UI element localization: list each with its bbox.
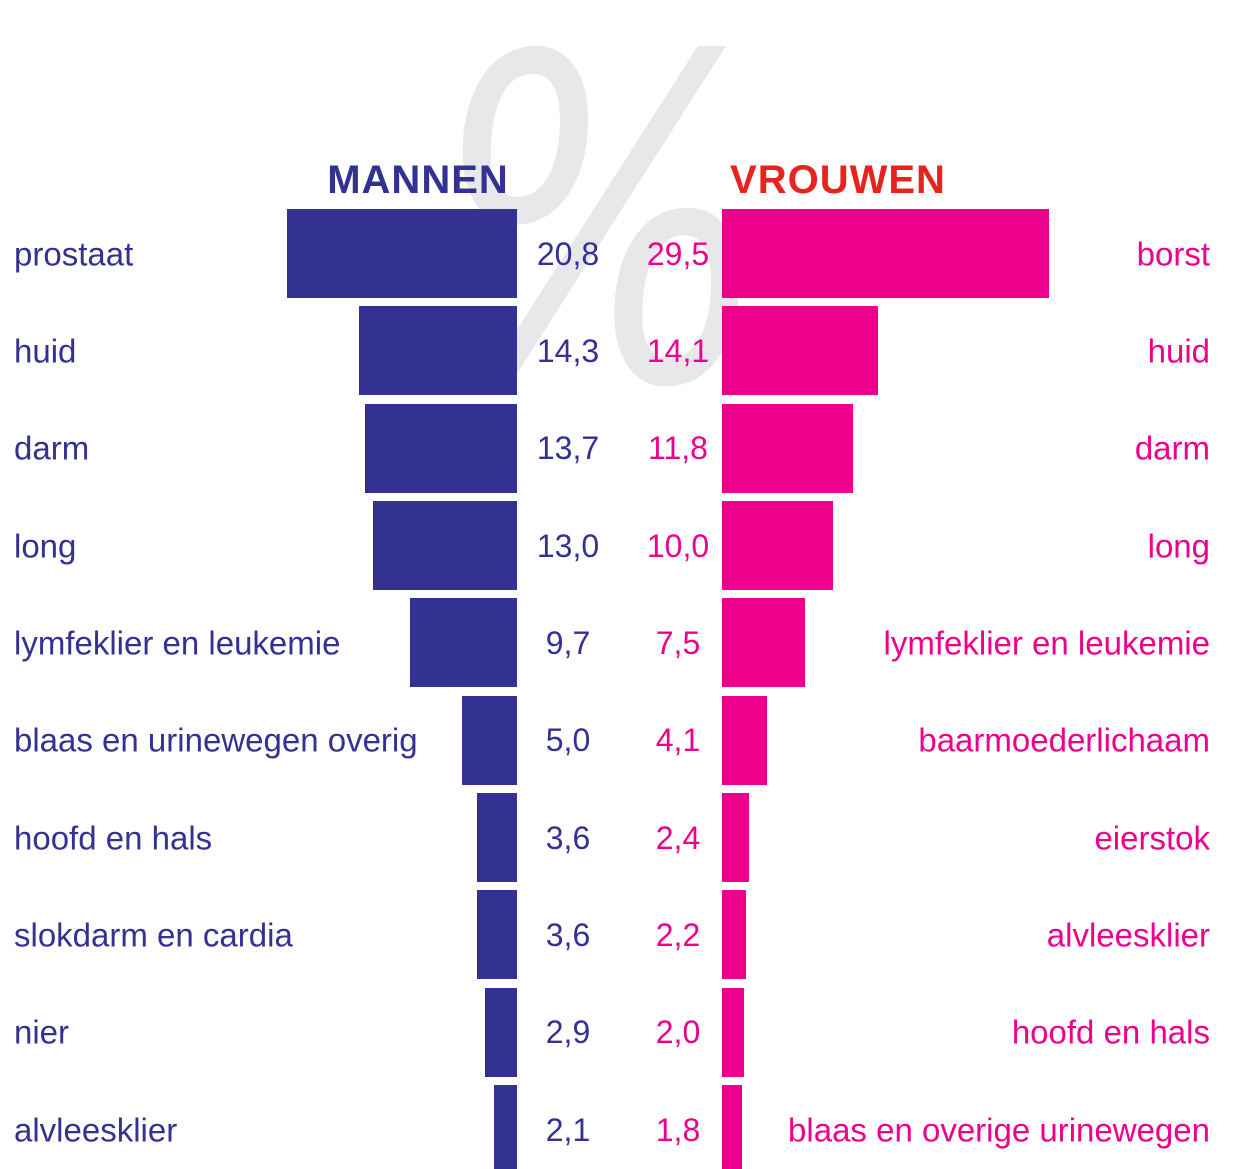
women-value-label: 2,0 bbox=[655, 1014, 701, 1051]
women-value-label: 7,5 bbox=[655, 624, 701, 661]
chart-row: hoofd en hals 3,6 2,4 eierstok bbox=[0, 793, 1250, 883]
men-value-label: 13,7 bbox=[536, 430, 600, 467]
women-bar bbox=[722, 403, 853, 493]
women-bar bbox=[722, 306, 878, 396]
men-bar bbox=[410, 598, 517, 688]
women-value-label: 4,1 bbox=[655, 722, 701, 759]
men-category-label: nier bbox=[14, 1013, 70, 1051]
women-bar bbox=[722, 1085, 742, 1169]
men-value-label: 2,9 bbox=[545, 1014, 591, 1051]
women-category-label: darm bbox=[1134, 429, 1210, 467]
women-category-label: borst bbox=[1136, 235, 1210, 272]
women-value-label: 14,1 bbox=[646, 332, 710, 369]
men-bar bbox=[494, 1085, 517, 1169]
chart-row: huid 14,3 14,1 huid bbox=[0, 306, 1250, 396]
chart-row: nier 2,9 2,0 hoofd en hals bbox=[0, 987, 1250, 1077]
chart-row: darm 13,7 11,8 darm bbox=[0, 403, 1250, 493]
women-value-label: 10,0 bbox=[646, 527, 710, 564]
women-category-label: eierstok bbox=[1094, 819, 1210, 857]
chart-row: prostaat 20,8 29,5 borst bbox=[0, 209, 1250, 298]
women-category-label: lymfeklier en leukemie bbox=[883, 624, 1210, 662]
men-value-label: 2,1 bbox=[545, 1111, 591, 1148]
men-bar bbox=[477, 793, 517, 883]
men-bar bbox=[477, 890, 517, 980]
women-bar bbox=[722, 890, 746, 980]
men-bar bbox=[365, 403, 517, 493]
women-bar bbox=[722, 793, 749, 883]
women-bar bbox=[722, 695, 767, 785]
women-category-label: long bbox=[1147, 527, 1210, 564]
men-bar bbox=[462, 695, 517, 785]
women-value-label: 2,2 bbox=[655, 916, 701, 953]
men-category-label: huid bbox=[14, 332, 77, 370]
women-bar bbox=[722, 209, 1049, 298]
men-value-label: 9,7 bbox=[545, 624, 591, 661]
women-category-label: baarmoederlichaam bbox=[918, 721, 1210, 759]
chart-row: blaas en urinewegen overig 5,0 4,1 baarmoed… bbox=[0, 695, 1250, 785]
women-value-label: 1,8 bbox=[655, 1111, 701, 1148]
men-category-label: hoofd en hals bbox=[14, 819, 213, 857]
men-column-header: MANNEN bbox=[327, 158, 509, 202]
women-bar bbox=[722, 501, 833, 590]
women-bar bbox=[722, 598, 805, 688]
women-category-label: blaas en overige urinewegen bbox=[788, 1111, 1210, 1149]
men-bar bbox=[373, 501, 517, 590]
women-category-label: hoofd en hals bbox=[1011, 1013, 1210, 1051]
women-column-header: VROUWEN bbox=[730, 158, 946, 202]
men-category-label: darm bbox=[14, 429, 90, 467]
chart-row: slokdarm en cardia 3,6 2,2 alvleesklier bbox=[0, 890, 1250, 980]
men-value-label: 20,8 bbox=[536, 235, 600, 272]
chart-row: lymfeklier en leukemie 9,7 7,5 lymfeklier e… bbox=[0, 598, 1250, 688]
men-value-label: 14,3 bbox=[536, 332, 600, 369]
women-value-label: 29,5 bbox=[646, 235, 710, 272]
men-value-label: 3,6 bbox=[545, 819, 591, 856]
men-category-label: prostaat bbox=[14, 235, 134, 272]
men-value-label: 13,0 bbox=[536, 527, 600, 564]
women-category-label: huid bbox=[1147, 332, 1210, 370]
men-bar bbox=[485, 987, 517, 1077]
women-bar bbox=[722, 987, 744, 1077]
chart-row: long 13,0 10,0 long bbox=[0, 501, 1250, 590]
men-category-label: lymfeklier en leukemie bbox=[14, 624, 341, 662]
men-category-label: long bbox=[14, 527, 77, 564]
men-bar bbox=[359, 306, 517, 396]
men-category-label: blaas en urinewegen overig bbox=[14, 721, 418, 759]
men-value-label: 5,0 bbox=[545, 722, 591, 759]
women-category-label: alvleesklier bbox=[1046, 916, 1210, 954]
women-value-label: 2,4 bbox=[655, 819, 701, 856]
men-category-label: slokdarm en cardia bbox=[14, 916, 293, 954]
men-value-label: 3,6 bbox=[545, 916, 591, 953]
men-category-label: alvleesklier bbox=[14, 1111, 178, 1149]
men-bar bbox=[287, 209, 517, 298]
chart-row: alvleesklier 2,1 1,8 blaas en overige urine… bbox=[0, 1085, 1250, 1169]
women-value-label: 11,8 bbox=[648, 430, 708, 467]
